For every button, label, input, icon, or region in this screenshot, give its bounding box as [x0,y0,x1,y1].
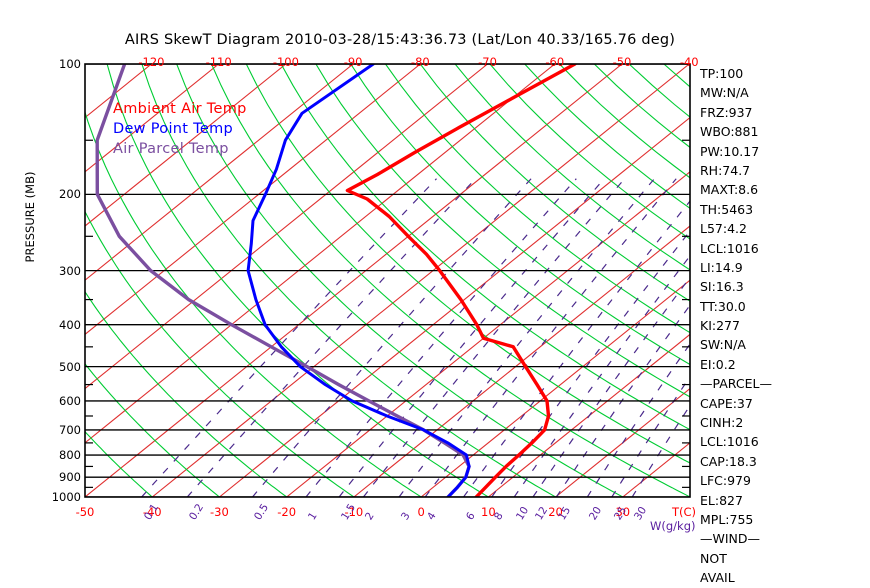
bottom-temp-tick: 0 [417,505,425,519]
index-row: NOT [700,550,727,566]
pressure-tick: 900 [59,470,81,485]
index-row: CAP:18.3 [700,453,757,469]
legend-ambient-air-temp: Ambient Air Temp [113,101,247,117]
index-row: CINH:2 [700,415,744,431]
index-row: TH:5463 [700,201,754,217]
pressure-tick: 700 [59,422,81,437]
index-row: L57:4.2 [700,221,747,237]
legend-air-parcel-temp: Air Parcel Temp [113,141,229,157]
index-row: PW:10.17 [700,143,760,159]
bottom-temp-tick: 20 [548,505,563,519]
pressure-tick: 400 [59,317,81,332]
top-temp-tick: -90 [343,55,363,69]
index-row: TP:100 [700,66,744,81]
index-row: LI:14.9 [700,259,743,275]
bottom-temp-tick: 10 [481,505,496,519]
pressure-tick: 800 [59,448,81,463]
top-temp-tick: -100 [272,55,299,69]
index-row: MPL:755 [700,511,754,527]
bottom-temp-tick: -40 [142,505,162,519]
index-row: SW:N/A [700,337,746,353]
top-temp-tick: -40 [679,55,699,69]
top-temp-tick: -70 [478,55,497,69]
index-row: MAXT:8.6 [700,182,759,198]
index-row: SI:16.3 [700,279,744,295]
top-temp-tick: -110 [205,55,232,69]
index-row: WBO:881 [700,124,759,140]
pressure-tick: 100 [59,57,81,71]
top-temp-tick: -120 [138,55,165,69]
mixing-ratio-unit-label: W(g/kg) [650,519,696,533]
index-row: AVAIL [700,570,735,586]
index-row: LCL:1016 [700,240,759,256]
page-title: AIRS SkewT Diagram 2010-03-28/15:43:36.7… [124,32,676,48]
legend-dew-point-temp: Dew Point Temp [113,121,234,137]
skewt-plot [84,63,691,498]
bottom-temp-tick: -50 [75,505,95,519]
index-row: CAPE:37 [700,395,753,411]
indices-panel: TP:100 MW:N/A FRZ:937 WBO:881 PW:10.17 RH:74.… [700,64,772,588]
index-row: LCL:1016 [700,434,759,450]
index-row: EL:827 [700,492,743,508]
index-row: —WIND— [700,531,761,547]
pressure-tick: 300 [59,263,81,278]
temperature-unit-label: T(C) [672,505,697,519]
pressure-tick: 1000 [51,490,81,504]
pressure-tick: 600 [59,393,81,408]
bottom-temp-tick: 30 [615,505,631,519]
top-temp-tick: -60 [545,55,565,69]
top-temp-tick: -80 [410,55,430,69]
index-row: LFC:979 [700,473,751,489]
bottom-temp-tick: -20 [277,505,297,519]
index-row: RH:74.7 [700,162,751,178]
pressure-tick: 200 [59,187,81,202]
pressure-tick: 500 [59,359,81,374]
bottom-temp-tick: -30 [210,505,229,519]
index-row: MW:N/A [700,85,749,101]
index-row: FRZ:937 [700,104,753,120]
index-row: TT:30.0 [700,298,746,314]
index-row: EI:0.2 [700,356,736,372]
pressure-axis-label: PRESSURE (MB) [23,171,37,263]
index-row: —PARCEL— [700,376,772,392]
top-temp-tick: -50 [612,55,632,69]
bottom-temp-tick: -10 [344,505,364,519]
index-row: KI:277 [700,318,740,334]
